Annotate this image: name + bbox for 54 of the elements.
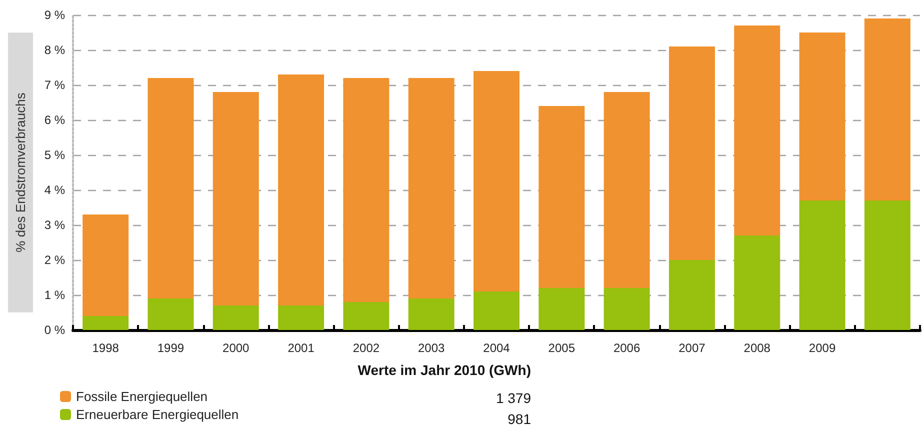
text: 981 [508, 411, 532, 427]
y-tick-label: 4 % [44, 183, 66, 197]
x-tick-label: 2001 [288, 341, 315, 355]
bar [148, 78, 194, 298]
bar [278, 74, 324, 306]
bar [408, 298, 454, 330]
bar [148, 298, 194, 330]
bar [408, 78, 454, 298]
bar [734, 236, 780, 330]
y-tick-label: 3 % [44, 218, 66, 232]
bar [212, 306, 259, 330]
y-tick-label: 1 % [44, 288, 66, 302]
bar [668, 260, 715, 330]
y-tick-label: 5 % [44, 148, 66, 162]
x-tick-label: 2003 [418, 341, 446, 355]
x-tick-label: 1999 [157, 341, 184, 355]
y-tick-label: 6 % [44, 113, 66, 127]
bar [474, 292, 520, 330]
bar [604, 92, 650, 288]
y-tick-label: 0 % [44, 323, 66, 337]
y-tick-label: 8 % [44, 43, 66, 57]
text: Werte im Jahr 2010 (GWh) [358, 362, 531, 378]
y-tick-label: 7 % [44, 78, 66, 92]
bar [538, 106, 585, 288]
bar [604, 288, 650, 330]
x-tick-label: 2008 [744, 341, 771, 355]
legend-label: Erneuerbare Energiequellen [76, 407, 239, 422]
y-tick-label: 9 % [44, 8, 66, 22]
legend-label: Fossile Energiequellen [76, 389, 208, 404]
bar [864, 18, 910, 200]
bar [343, 78, 390, 302]
x-tick-label: 2005 [548, 341, 576, 355]
x-tick-label: 1998 [92, 341, 120, 355]
text: 1 379 [496, 390, 532, 406]
x-tick-label: 2004 [483, 341, 510, 355]
bar [82, 214, 129, 316]
x-tick-label: 2006 [613, 341, 640, 355]
bar [538, 288, 585, 330]
bar [343, 302, 390, 330]
bar [734, 26, 780, 236]
x-tick-label: 2007 [678, 341, 706, 355]
bar [278, 306, 324, 330]
bar [799, 200, 846, 330]
x-tick-label: 2000 [222, 341, 250, 355]
y-axis-title: % des Endstromverbrauchs [13, 92, 28, 252]
bar [864, 200, 910, 330]
bar [212, 92, 259, 306]
bar [668, 46, 715, 260]
x-tick-label: 2009 [808, 341, 836, 355]
bar [82, 316, 129, 330]
x-tick-label: 2002 [352, 341, 380, 355]
y-tick-label: 2 % [44, 253, 66, 267]
bar [799, 32, 846, 200]
bar [474, 71, 520, 292]
